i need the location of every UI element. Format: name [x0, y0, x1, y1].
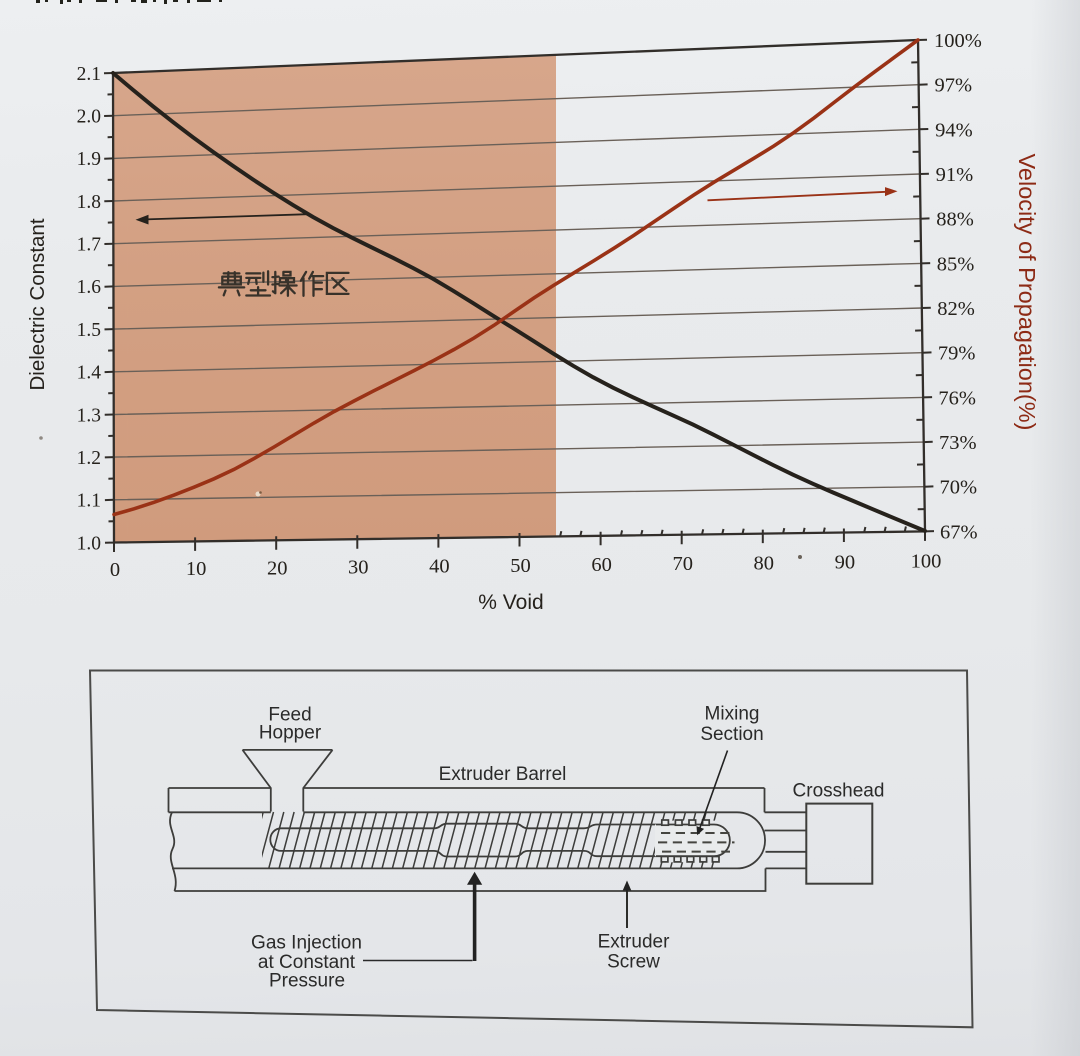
svg-text:1.9: 1.9: [77, 149, 101, 170]
svg-text:20: 20: [267, 557, 288, 579]
svg-text:Screw: Screw: [607, 952, 660, 973]
svg-text:1.3: 1.3: [77, 405, 101, 426]
svg-text:40: 40: [429, 556, 450, 578]
svg-text:1.6: 1.6: [77, 277, 102, 298]
svg-text:Feed: Feed: [268, 705, 311, 726]
svg-text:1.4: 1.4: [77, 363, 102, 384]
svg-text:30: 30: [348, 557, 369, 579]
svg-text:94%: 94%: [935, 119, 973, 141]
svg-text:100%: 100%: [934, 30, 982, 52]
svg-text:1.0: 1.0: [77, 533, 101, 554]
svg-text:50: 50: [510, 555, 531, 577]
svg-text:1.1: 1.1: [77, 491, 101, 512]
svg-text:% Void: % Void: [478, 591, 543, 614]
svg-text:1.7: 1.7: [77, 235, 102, 256]
svg-text:1.8: 1.8: [77, 192, 101, 213]
svg-text:Mixing: Mixing: [705, 704, 760, 725]
svg-text:0: 0: [110, 559, 120, 581]
svg-text:90: 90: [835, 552, 856, 574]
svg-text:Section: Section: [700, 724, 763, 745]
svg-text:100: 100: [911, 551, 942, 573]
svg-text:70: 70: [672, 553, 693, 575]
svg-text:70%: 70%: [940, 477, 978, 499]
svg-text:1.5: 1.5: [77, 320, 101, 341]
svg-text:88%: 88%: [936, 209, 974, 231]
svg-text:10: 10: [186, 558, 207, 580]
svg-text:85%: 85%: [937, 253, 975, 275]
svg-text:82%: 82%: [937, 298, 975, 320]
svg-text:91%: 91%: [936, 164, 974, 186]
svg-text:Dielectric Constant: Dielectric Constant: [26, 218, 49, 390]
svg-text:80: 80: [754, 552, 775, 574]
svg-text:2.0: 2.0: [77, 107, 101, 128]
svg-text:79%: 79%: [938, 343, 976, 365]
svg-text:at Constant: at Constant: [258, 952, 356, 973]
svg-text:Hopper: Hopper: [259, 723, 322, 744]
svg-text:Gas Injection: Gas Injection: [251, 933, 362, 954]
svg-text:67%: 67%: [940, 521, 978, 543]
svg-text:60: 60: [591, 554, 612, 576]
svg-text:76%: 76%: [938, 387, 976, 409]
svg-text:Pressure: Pressure: [269, 971, 345, 992]
svg-text:73%: 73%: [939, 432, 977, 454]
svg-text:2.1: 2.1: [77, 64, 101, 85]
svg-text:Extruder Barrel: Extruder Barrel: [439, 764, 567, 785]
svg-text:1.2: 1.2: [77, 448, 101, 469]
svg-text:Velocity of Propagation(%): Velocity of Propagation(%): [1014, 154, 1040, 431]
svg-text:Crosshead: Crosshead: [793, 781, 885, 802]
svg-text:97%: 97%: [935, 75, 973, 97]
svg-text:Extruder: Extruder: [598, 932, 670, 953]
